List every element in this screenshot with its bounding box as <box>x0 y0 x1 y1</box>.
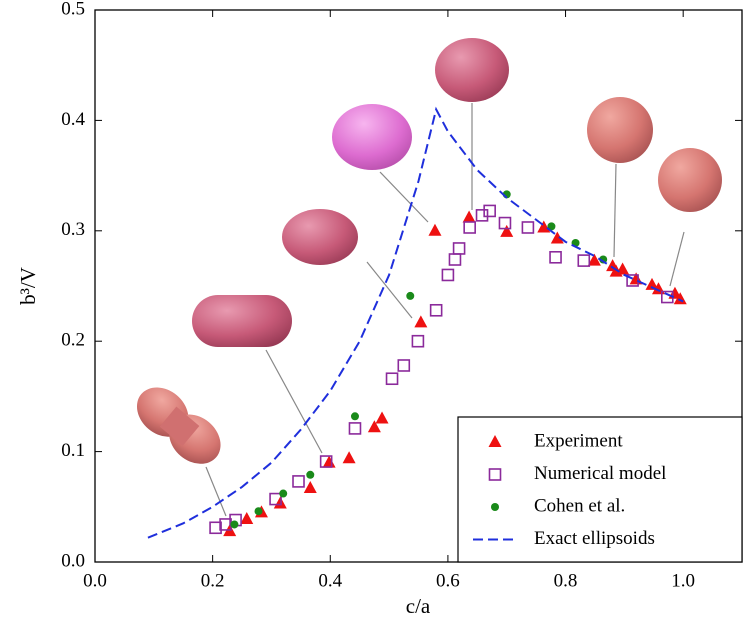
circle-marker <box>491 503 499 511</box>
circle-marker <box>279 489 288 498</box>
y-tick-label: 0.5 <box>61 0 85 19</box>
square-marker <box>411 334 425 348</box>
square-marker <box>549 250 562 264</box>
square-marker <box>483 204 496 218</box>
x-tick-label: 0.8 <box>554 570 578 591</box>
triangle-marker <box>462 210 476 223</box>
particle-photos <box>136 38 722 464</box>
x-tick-label: 1.0 <box>671 570 695 591</box>
square-marker <box>577 254 591 267</box>
square-marker <box>269 492 282 506</box>
circle-marker <box>306 470 315 479</box>
photo-arrows <box>205 103 685 517</box>
square-marker <box>448 253 462 266</box>
triangle-marker <box>367 420 381 433</box>
square-marker <box>441 268 455 282</box>
square-marker <box>498 216 512 230</box>
y-tick-label: 0.2 <box>61 330 85 351</box>
square-marker <box>429 303 443 317</box>
triangle-marker <box>240 511 254 524</box>
triangle-marker <box>645 277 659 290</box>
circle-marker <box>230 520 239 529</box>
triangle-marker <box>428 223 442 236</box>
triangle-marker <box>375 411 389 424</box>
x-tick-label: 0.0 <box>83 570 107 591</box>
legend-box <box>457 416 743 563</box>
triangle-marker <box>537 220 551 233</box>
square-marker <box>348 422 362 435</box>
square-marker <box>292 475 305 488</box>
y-tick-label: 0.0 <box>61 550 85 571</box>
triangle-marker <box>322 455 336 468</box>
square-marker <box>397 359 411 372</box>
circle-marker <box>547 222 556 231</box>
triangle-marker <box>500 224 514 237</box>
triangle-marker <box>488 435 502 447</box>
triangle-marker <box>550 231 564 244</box>
y-tick-label: 0.3 <box>61 219 85 240</box>
triangle-marker <box>342 451 356 464</box>
square-marker <box>209 521 222 535</box>
square-marker <box>488 468 502 481</box>
ellipsoid-curve <box>147 106 684 539</box>
square-marker <box>452 242 466 255</box>
circle-marker <box>599 255 608 264</box>
circle-marker <box>406 291 415 300</box>
square-marker <box>475 209 489 222</box>
y-tick-label: 0.1 <box>61 440 85 461</box>
triangle-marker <box>587 253 601 266</box>
square-marker <box>385 372 399 386</box>
legend-label: Numerical model <box>534 463 666 484</box>
triangle-marker <box>414 315 428 328</box>
plot-frame <box>94 9 743 563</box>
legend-label: Exact ellipsoids <box>534 528 655 549</box>
legend-label: Experiment <box>534 430 623 451</box>
x-tick-label: 0.4 <box>318 570 342 591</box>
square-marker <box>521 221 535 234</box>
y-tick-label: 0.4 <box>61 109 85 130</box>
x-axis-label: c/a <box>406 594 431 618</box>
y-axis-label: b³/V <box>16 267 40 305</box>
x-tick-label: 0.2 <box>201 570 225 591</box>
circle-marker <box>254 507 263 516</box>
triangle-marker <box>303 481 317 494</box>
legend-label: Cohen et al. <box>534 495 625 516</box>
circle-marker <box>350 412 359 421</box>
square-marker <box>463 221 476 234</box>
triangle-marker <box>673 292 687 305</box>
square-marker <box>319 455 333 468</box>
x-tick-label: 0.6 <box>436 570 460 591</box>
